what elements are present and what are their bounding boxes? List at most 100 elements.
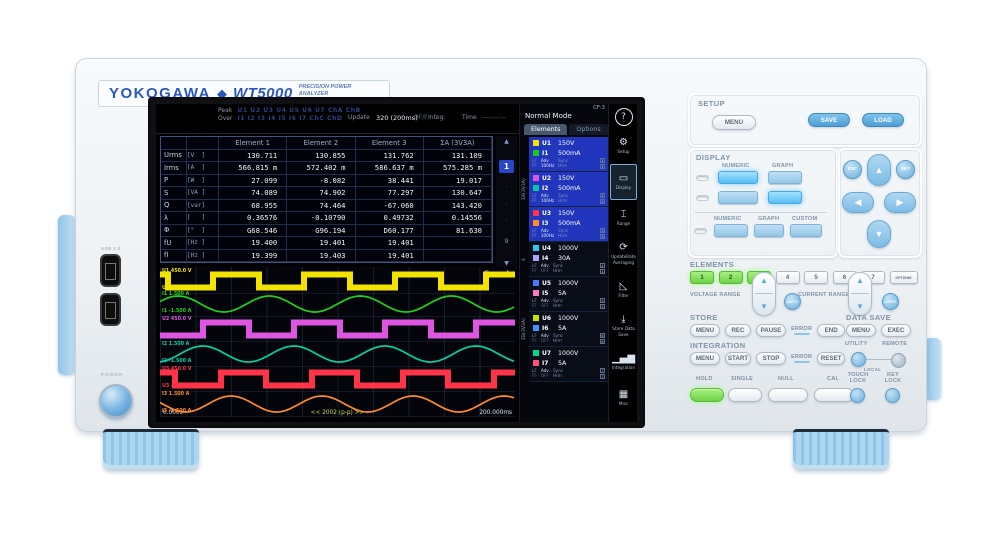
element-list-item[interactable]: U4 1000V I4 30A LF FF Adv OFF Sync Hrm 4 4 — [529, 242, 608, 277]
integration-start-button[interactable]: START — [725, 352, 751, 365]
voltage-down-icon[interactable]: ▼ — [760, 301, 768, 311]
touch-lock-button[interactable] — [850, 388, 865, 403]
current-up-icon[interactable]: ▲ — [856, 276, 864, 286]
current-range-rocker[interactable]: ▲ ▼ — [848, 272, 872, 316]
table-value-cell: 19.401 — [355, 237, 424, 250]
cal-button[interactable] — [814, 388, 854, 402]
integration-menu-button[interactable]: MENU — [690, 352, 720, 365]
page-up-icon[interactable]: ▲ — [504, 138, 509, 145]
integration-stop-button[interactable]: STOP — [756, 352, 786, 365]
arrow-left-button[interactable]: ◀ — [842, 192, 874, 213]
trace-bottom-label: I2 -1.500 A — [162, 359, 192, 365]
power-button[interactable] — [99, 384, 133, 418]
store-pause-button[interactable]: PAUSE — [756, 324, 786, 337]
element-button-1[interactable]: 1 — [690, 271, 714, 284]
table-row-unit: [ ] — [187, 212, 219, 225]
channel-name: I2 — [542, 184, 549, 192]
current-auto-button[interactable]: AUTO — [882, 293, 899, 310]
store-data-save-icon[interactable]: ⤓ Store Data Save — [612, 314, 635, 337]
data-save-exec-button[interactable]: EXEC — [881, 324, 911, 337]
element-button-2[interactable]: 2 — [718, 271, 743, 284]
hrm-label: Hrm — [558, 162, 568, 168]
elements-buttons: 1234567OPTIONS — [690, 271, 920, 285]
channel-name: I6 — [542, 324, 549, 332]
sidebar-tab-elements[interactable]: Elements — [524, 124, 568, 135]
element-list-item[interactable]: U7 1000V I7 5A LF FF Adv OFF Sync Hrm 7 7 — [529, 347, 608, 382]
waveform-trace-u3: U3 450.0 V U3 -450.0 V — [160, 367, 515, 392]
touch-screen[interactable]: Peak U1 U2 U3 U4 U5 U6 U7 ChA ChB Over I… — [156, 104, 637, 422]
key-lock-button[interactable] — [885, 388, 900, 403]
graph-upper-button[interactable] — [768, 171, 802, 184]
update-rate-averaging-icon[interactable]: ⟳ UpdateRate Averaging — [611, 242, 636, 265]
misc-icon[interactable]: ▦ Misc — [618, 388, 629, 406]
element-group: 4 U4 1000V I4 30A LF FF Adv OFF Sync Hrm 4 4 — [520, 242, 608, 277]
store-end-button[interactable]: END — [817, 324, 846, 337]
freq-value: 100Hz — [540, 232, 555, 238]
options-button[interactable]: OPTIONS — [889, 271, 918, 284]
numeric-lower-button[interactable] — [718, 191, 758, 204]
range-icon[interactable]: ⌶ Range — [616, 208, 631, 226]
setup-icon[interactable]: ⚙ Setup — [617, 136, 630, 154]
element-list-item[interactable]: U6 1000V I6 5A LF FF Adv OFF Sync Hrm 6 6 — [529, 312, 608, 347]
graph-full-button[interactable] — [754, 224, 784, 237]
load-button[interactable]: LOAD — [862, 113, 904, 127]
page-down-icon[interactable]: ▼ — [504, 259, 509, 267]
sidebar-tab-options[interactable]: Options — [569, 124, 608, 135]
usb-port-2[interactable] — [100, 293, 121, 326]
single-button[interactable] — [728, 388, 762, 402]
store-menu-button[interactable]: MENU — [690, 324, 720, 337]
voltage-color-swatch — [533, 210, 539, 216]
integration-error-indicator: ERROR — [791, 354, 812, 363]
integration-reset-button[interactable]: RESET — [817, 352, 846, 365]
waveform-trace-u2: U2 450.0 V U2 -450.0 V — [160, 317, 515, 342]
channel-range: 500mA — [558, 219, 581, 227]
arrow-up-button[interactable]: ▲ — [867, 154, 891, 186]
element-list-item[interactable]: U1 150V I1 500mA LF FF Adv 100Hz Sync Hrm 1 1 — [529, 137, 608, 172]
element-list-item[interactable]: U5 1000V I5 5A LF FF Adv OFF Sync Hrm 5 5 — [529, 277, 608, 312]
brand-diamond-icon: ◆ — [217, 86, 228, 101]
sync-label: Sync — [558, 227, 569, 233]
element-button-5[interactable]: 5 — [804, 271, 828, 284]
table-value-cell: 74.089 — [219, 187, 288, 200]
display-icon[interactable]: ▭ Display — [610, 164, 637, 200]
store-rec-button[interactable]: REC — [725, 324, 751, 337]
usb-port-1[interactable] — [100, 254, 121, 287]
page-last[interactable]: 9 — [504, 237, 509, 246]
arrow-down-button[interactable]: ▼ — [867, 220, 891, 248]
setup-menu-button[interactable]: MENU — [712, 115, 756, 130]
voltage-up-icon[interactable]: ▲ — [760, 276, 768, 286]
current-down-icon[interactable]: ▼ — [856, 301, 864, 311]
element-list-item[interactable]: U2 150V I2 500mA LF FF Adv 100Hz Sync Hrm 2 2 — [529, 172, 608, 207]
filter-icon[interactable]: ◺ Filter — [618, 280, 629, 298]
numeric-upper-button[interactable] — [718, 171, 758, 184]
freq-value: OFF — [540, 372, 549, 378]
utility-button[interactable] — [851, 352, 866, 367]
element-list-item[interactable]: U3 150V I3 500mA LF FF Adv 100Hz Sync Hrm 3 3 — [529, 207, 608, 242]
table-row-name: Q — [161, 199, 187, 212]
help-icon[interactable]: ? — [614, 108, 633, 126]
element-group: ΣB(3V3A) U5 1000V I5 5A LF FF Adv OFF Sync Hrm 5 5 U6… — [520, 277, 608, 382]
page-current[interactable]: 1 — [499, 159, 514, 173]
table-row-unit: [° ] — [187, 224, 219, 237]
voltage-auto-button[interactable]: AUTO — [784, 293, 801, 310]
numeric-full-button[interactable] — [714, 224, 748, 237]
null-button[interactable] — [768, 388, 808, 402]
element-sidebar: CF:3 Normal Mode Elements Options ΣA(3V3A… — [519, 104, 608, 422]
channel-range: 500mA — [558, 184, 581, 192]
lf-label: LF — [532, 262, 537, 268]
custom-button[interactable] — [790, 224, 822, 237]
integration-icon[interactable]: ▁▄▆ Integration — [611, 352, 636, 370]
voltage-range-rocker[interactable]: ▲ ▼ — [752, 272, 776, 316]
element-button-4[interactable]: 4 — [775, 271, 800, 284]
esc-button[interactable]: ESC — [843, 160, 862, 179]
arrow-right-button[interactable]: ▶ — [884, 192, 916, 213]
trace-top-label: U2 450.0 V — [162, 317, 192, 322]
data-save-menu-button[interactable]: MENU — [846, 324, 876, 337]
channel-range: 30A — [558, 254, 571, 262]
channel-name: U2 — [542, 174, 552, 182]
save-button[interactable]: SAVE — [808, 113, 850, 127]
set-button[interactable]: SET — [896, 160, 915, 179]
hold-button[interactable] — [690, 388, 724, 402]
table-row-unit: [A ] — [187, 162, 219, 175]
graph-lower-button[interactable] — [768, 191, 802, 204]
